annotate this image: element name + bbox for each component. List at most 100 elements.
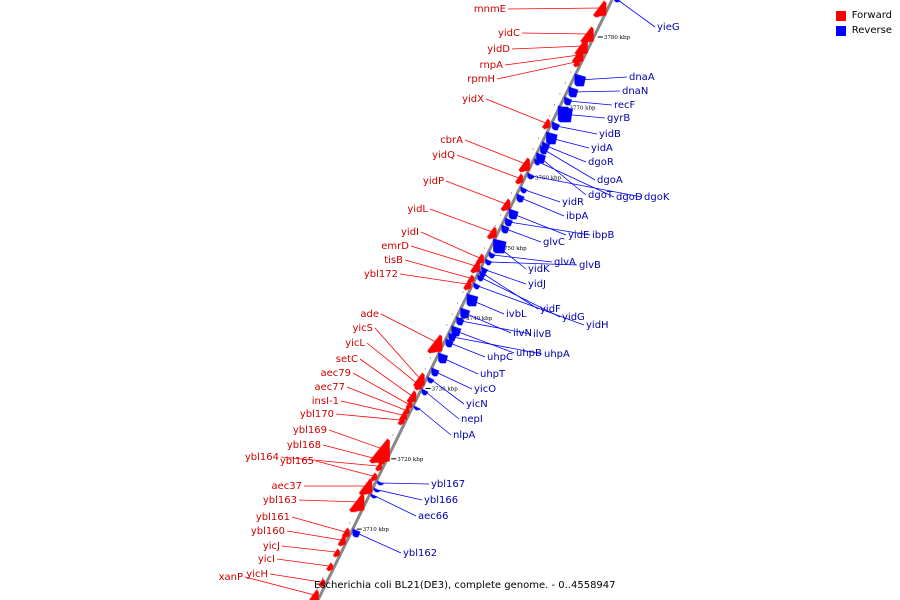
forward-gene-label[interactable]: rnpA (480, 60, 504, 71)
forward-gene-label[interactable]: cbrA (440, 135, 463, 146)
forward-gene-block[interactable] (326, 562, 334, 572)
reverse-gene-block[interactable] (504, 217, 514, 227)
reverse-gene-label[interactable]: yidK (528, 264, 550, 275)
reverse-gene-label[interactable]: dgoR (588, 157, 614, 168)
reverse-gene-label[interactable]: yidB (599, 129, 621, 140)
forward-gene-label[interactable]: mnmE (474, 4, 506, 15)
reverse-gene-label[interactable]: ybl162 (403, 548, 437, 559)
reverse-gene-block[interactable] (551, 121, 561, 131)
reverse-gene-label[interactable]: dgoD (616, 192, 643, 203)
reverse-gene-label[interactable]: yidF (540, 304, 561, 315)
reverse-gene-label[interactable]: dgoT (588, 190, 614, 201)
forward-gene-block[interactable] (358, 478, 373, 496)
forward-gene-block[interactable] (463, 279, 472, 291)
forward-gene-label[interactable]: aec77 (314, 382, 345, 393)
forward-gene-label[interactable]: yidL (407, 204, 428, 215)
reverse-gene-label[interactable]: dnaN (622, 86, 648, 97)
forward-gene-label[interactable]: tisB (384, 255, 403, 266)
reverse-gene-label[interactable]: ilvN (513, 328, 532, 339)
reverse-gene-label[interactable]: glvC (543, 237, 565, 248)
forward-gene-label[interactable]: ybl172 (364, 269, 398, 280)
reverse-gene-label[interactable]: dgoA (597, 175, 623, 186)
reverse-gene-label[interactable]: yidJ (528, 279, 546, 290)
forward-gene-block[interactable] (370, 472, 378, 482)
forward-gene-label[interactable]: ybl161 (256, 512, 290, 523)
reverse-gene-block[interactable] (488, 251, 496, 259)
reverse-gene-block[interactable] (376, 480, 385, 486)
reverse-gene-label[interactable]: nlpA (453, 430, 475, 441)
forward-gene-label[interactable]: yicL (345, 338, 365, 349)
reverse-gene-block[interactable] (492, 238, 507, 254)
forward-gene-block[interactable] (369, 438, 390, 464)
reverse-gene-label[interactable]: yidR (562, 197, 584, 208)
forward-gene-block[interactable] (572, 58, 581, 68)
forward-gene-block[interactable] (397, 416, 405, 426)
reverse-gene-label[interactable]: nepI (461, 414, 483, 425)
forward-gene-block[interactable] (332, 548, 341, 558)
forward-gene-label[interactable]: ybl164 (245, 452, 279, 463)
reverse-gene-block[interactable] (445, 338, 454, 348)
forward-gene-block[interactable] (348, 493, 365, 513)
reverse-gene-label[interactable]: ilvB (533, 329, 551, 340)
reverse-gene-label[interactable]: ybl166 (424, 495, 458, 506)
reverse-gene-block[interactable] (370, 493, 379, 499)
reverse-gene-label[interactable]: gyrB (607, 113, 630, 124)
reverse-gene-block[interactable] (473, 282, 481, 290)
reverse-gene-block[interactable] (501, 224, 510, 234)
reverse-gene-label[interactable]: ibpB (592, 230, 614, 241)
reverse-gene-label[interactable]: yidE (568, 230, 589, 241)
reverse-gene-block[interactable] (431, 367, 440, 377)
forward-gene-label[interactable]: xanP (219, 572, 243, 583)
reverse-gene-label[interactable]: uhpC (487, 352, 513, 363)
reverse-gene-label[interactable]: yidG (562, 312, 585, 323)
forward-gene-label[interactable]: yidI (401, 227, 419, 238)
forward-gene-label[interactable]: yicH (246, 569, 268, 580)
reverse-gene-label[interactable]: glvB (579, 260, 601, 271)
forward-gene-label[interactable]: emrD (381, 241, 409, 252)
reverse-gene-block[interactable] (485, 258, 493, 266)
forward-gene-label[interactable]: yidQ (432, 150, 455, 161)
forward-gene-label[interactable]: yidC (498, 28, 520, 39)
reverse-gene-block[interactable] (448, 332, 457, 342)
reverse-gene-label[interactable]: ybl167 (431, 479, 465, 490)
forward-gene-label[interactable]: aec79 (320, 368, 351, 379)
reverse-gene-label[interactable]: dnaA (629, 72, 655, 83)
forward-gene-label[interactable]: setC (336, 354, 358, 365)
forward-gene-label[interactable]: ybl168 (287, 440, 321, 451)
forward-gene-label[interactable]: yicS (352, 323, 373, 334)
forward-gene-label[interactable]: ybl165 (280, 456, 314, 467)
forward-gene-block[interactable] (500, 198, 511, 212)
reverse-gene-label[interactable]: dgoK (644, 192, 670, 203)
reverse-gene-block[interactable] (456, 316, 465, 326)
reverse-gene-block[interactable] (427, 376, 435, 384)
reverse-gene-label[interactable]: ibpA (566, 211, 588, 222)
forward-gene-block[interactable] (486, 226, 497, 240)
reverse-gene-block[interactable] (421, 388, 429, 396)
forward-gene-block[interactable] (514, 173, 524, 185)
reverse-gene-label[interactable]: ivbL (506, 309, 527, 320)
forward-gene-block[interactable] (406, 390, 417, 404)
reverse-gene-block[interactable] (352, 528, 361, 538)
reverse-gene-label[interactable]: glvA (554, 257, 576, 268)
forward-gene-label[interactable]: yicJ (263, 541, 280, 552)
reverse-gene-block[interactable] (466, 293, 479, 307)
forward-gene-label[interactable]: ybl169 (293, 425, 327, 436)
forward-gene-block[interactable] (426, 334, 443, 354)
forward-gene-label[interactable]: rpmH (467, 74, 495, 85)
reverse-gene-label[interactable]: uhpA (544, 349, 570, 360)
forward-gene-block[interactable] (592, 0, 607, 18)
forward-gene-label[interactable]: aec37 (271, 481, 302, 492)
forward-gene-block[interactable] (541, 118, 551, 130)
forward-gene-label[interactable]: yidX (462, 94, 484, 105)
reverse-gene-block[interactable] (516, 193, 525, 203)
reverse-gene-block[interactable] (477, 274, 485, 282)
forward-gene-label[interactable]: yidD (487, 44, 510, 55)
reverse-gene-label[interactable]: yicN (466, 399, 488, 410)
forward-gene-block[interactable] (337, 535, 346, 547)
forward-gene-block[interactable] (414, 379, 423, 391)
reverse-gene-block[interactable] (527, 172, 535, 180)
reverse-gene-block[interactable] (520, 186, 528, 194)
forward-gene-block[interactable] (318, 578, 326, 588)
reverse-gene-label[interactable]: yidA (591, 143, 613, 154)
reverse-gene-label[interactable]: yidH (586, 320, 609, 331)
